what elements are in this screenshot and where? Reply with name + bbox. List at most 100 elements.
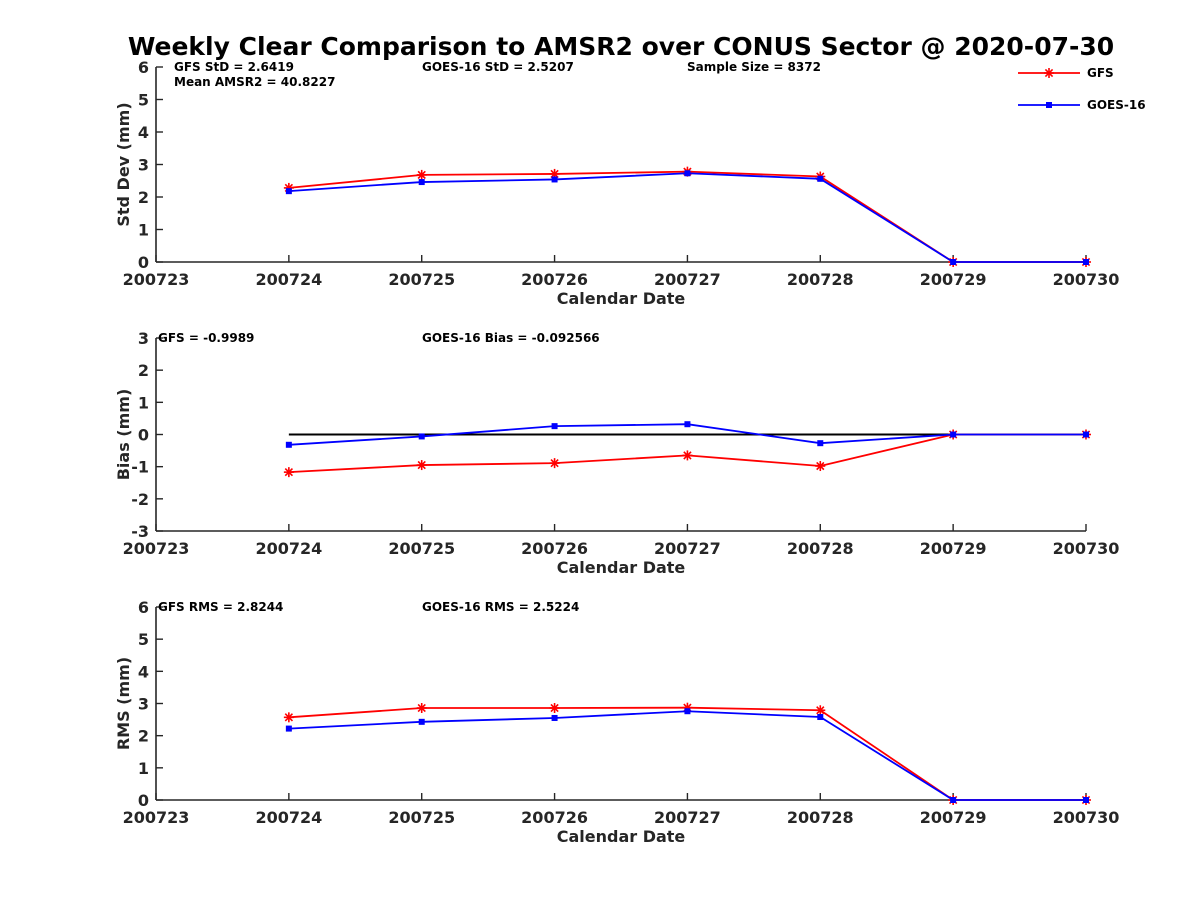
x-tick-label: 200726 bbox=[521, 270, 588, 289]
legend-label: GOES-16 bbox=[1087, 98, 1146, 112]
marker-stroke bbox=[284, 467, 294, 477]
data-point-marker bbox=[418, 433, 425, 440]
data-point-marker bbox=[684, 421, 691, 428]
data-point-marker bbox=[817, 440, 824, 447]
legend-marker bbox=[1046, 102, 1052, 108]
subplot-2: 200723 200724 200725 200726 200727 200728 2007… bbox=[114, 329, 1119, 577]
data-point-marker bbox=[950, 797, 957, 803]
series-goes-16 bbox=[285, 421, 1089, 448]
legend-marker bbox=[1044, 68, 1054, 78]
stat-annotation: GOES-16 StD = 2.5207 bbox=[422, 60, 574, 74]
data-point-marker bbox=[682, 450, 693, 461]
legend: GFS GOES-16 bbox=[1018, 66, 1146, 112]
stat-annotation: Mean AMSR2 = 40.8227 bbox=[174, 75, 335, 89]
data-point-marker bbox=[1083, 259, 1089, 265]
y-tick-label: 2 bbox=[138, 188, 149, 207]
data-point-marker bbox=[1083, 431, 1089, 438]
x-tick-label: 200723 bbox=[123, 270, 190, 289]
y-tick-label: -3 bbox=[131, 522, 149, 541]
x-tick-label: 200726 bbox=[521, 808, 588, 827]
x-tick-label: 200725 bbox=[388, 808, 455, 827]
y-tick-label: 1 bbox=[138, 221, 149, 240]
y-tick-label: -1 bbox=[131, 458, 149, 477]
y-tick-label: 0 bbox=[138, 426, 149, 445]
marker-stroke bbox=[417, 460, 426, 470]
stat-annotation: GOES-16 RMS = 2.5224 bbox=[422, 600, 579, 614]
stat-annotation: GFS StD = 2.6419 bbox=[174, 60, 294, 74]
x-tick-label: 200729 bbox=[920, 808, 987, 827]
x-tick-label: 200725 bbox=[388, 270, 455, 289]
series-goes-16 bbox=[285, 708, 1089, 803]
y-axis-label: RMS (mm) bbox=[114, 657, 133, 750]
x-axis-label: Calendar Date bbox=[557, 558, 686, 577]
stat-annotation: GFS RMS = 2.8244 bbox=[158, 600, 283, 614]
y-tick-label: 2 bbox=[138, 361, 149, 380]
x-tick-label: 200723 bbox=[123, 539, 190, 558]
marker-stroke bbox=[816, 461, 825, 471]
marker-stroke bbox=[417, 170, 426, 180]
data-point-marker bbox=[285, 725, 292, 732]
data-point-marker bbox=[549, 458, 560, 469]
stat-annotation: Sample Size = 8372 bbox=[687, 60, 821, 74]
x-tick-label: 200724 bbox=[255, 270, 322, 289]
marker-stroke bbox=[550, 703, 559, 713]
x-tick-label: 200730 bbox=[1053, 270, 1120, 289]
x-tick-label: 200730 bbox=[1053, 539, 1120, 558]
x-tick-label: 200728 bbox=[787, 539, 854, 558]
marker-stroke bbox=[683, 451, 692, 460]
data-point-marker bbox=[551, 423, 558, 430]
x-tick-label: 200723 bbox=[123, 808, 190, 827]
y-tick-label: 1 bbox=[138, 393, 149, 412]
data-point-marker bbox=[551, 714, 558, 721]
stat-annotation: GFS = -0.9989 bbox=[158, 331, 254, 345]
data-point-marker bbox=[418, 179, 425, 186]
y-tick-label: 0 bbox=[138, 791, 149, 810]
subplot-1: 200723 200724 200725 200726 200727 200728 2007… bbox=[114, 58, 1119, 308]
x-tick-label: 200728 bbox=[787, 808, 854, 827]
x-tick-label: 200727 bbox=[654, 539, 721, 558]
data-point-marker bbox=[684, 170, 691, 177]
marker-stroke bbox=[550, 169, 559, 179]
x-axis-label: Calendar Date bbox=[557, 827, 686, 846]
figure-title: Weekly Clear Comparison to AMSR2 over CO… bbox=[128, 32, 1114, 61]
y-tick-label: 3 bbox=[138, 695, 149, 714]
data-point-marker bbox=[283, 712, 294, 723]
y-tick-label: 0 bbox=[138, 253, 149, 272]
data-point-marker bbox=[416, 460, 427, 471]
y-tick-label: 6 bbox=[138, 598, 149, 617]
data-point-marker bbox=[817, 714, 824, 721]
data-point-marker bbox=[283, 467, 294, 478]
marker-stroke bbox=[550, 458, 559, 468]
y-tick-label: -2 bbox=[131, 490, 149, 509]
data-point-marker bbox=[551, 176, 558, 183]
legend-label: GFS bbox=[1087, 66, 1114, 80]
x-axis-label: Calendar Date bbox=[557, 289, 686, 308]
x-tick-label: 200726 bbox=[521, 539, 588, 558]
data-point-marker bbox=[418, 718, 425, 725]
y-tick-label: 2 bbox=[138, 727, 149, 746]
data-point-marker bbox=[950, 431, 957, 438]
data-point-marker bbox=[416, 169, 427, 180]
marker-stroke bbox=[816, 706, 825, 715]
data-point-marker bbox=[815, 461, 826, 472]
data-point-marker bbox=[285, 441, 292, 448]
data-point-marker bbox=[285, 188, 292, 195]
plots: 200723 200724 200725 200726 200727 200728 2007… bbox=[114, 58, 1119, 846]
x-tick-label: 200724 bbox=[255, 539, 322, 558]
data-point-marker bbox=[950, 259, 957, 265]
stat-annotation: GOES-16 Bias = -0.092566 bbox=[422, 331, 600, 345]
data-point-marker bbox=[549, 703, 560, 714]
y-tick-label: 4 bbox=[138, 123, 149, 142]
x-tick-label: 200730 bbox=[1053, 808, 1120, 827]
x-tick-label: 200729 bbox=[920, 270, 987, 289]
legend-entry-gfs: GFS bbox=[1018, 66, 1114, 80]
y-tick-label: 1 bbox=[138, 759, 149, 778]
x-tick-label: 200724 bbox=[255, 808, 322, 827]
data-point-marker bbox=[817, 175, 824, 182]
y-tick-label: 5 bbox=[138, 630, 149, 649]
data-point-marker bbox=[416, 703, 427, 714]
subplot-3: 200723 200724 200725 200726 200727 200728 2007… bbox=[114, 598, 1119, 846]
y-axis-label: Std Dev (mm) bbox=[114, 102, 133, 226]
